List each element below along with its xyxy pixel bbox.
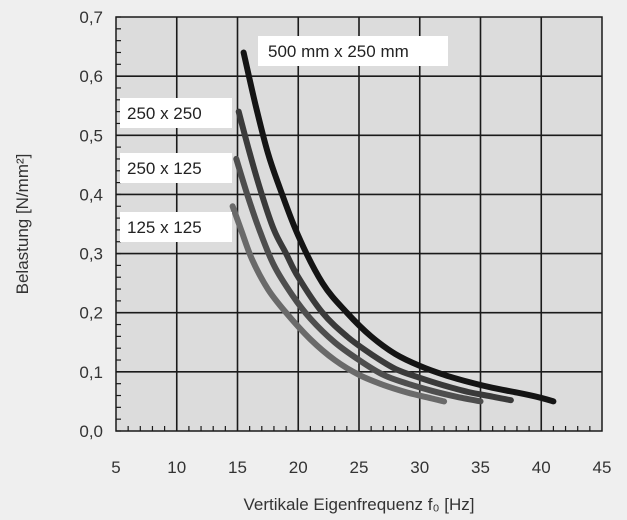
series-line-250x250	[235, 108, 514, 404]
y-tick-label: 0,3	[79, 245, 103, 264]
y-tick-label: 0,6	[79, 67, 103, 86]
series-line-250x125	[233, 155, 484, 405]
minor-ticks	[116, 16, 591, 432]
series-label-box-500x250	[258, 36, 448, 66]
series-label-250x125: 250 x 125	[127, 159, 202, 178]
series-curves	[229, 49, 557, 405]
x-tick-label: 5	[111, 458, 120, 477]
series-label-box-125x125	[120, 212, 232, 242]
x-tick-label: 30	[410, 458, 429, 477]
series-label-500x250: 500 mm x 250 mm	[268, 42, 409, 61]
x-tick-label: 40	[532, 458, 551, 477]
y-tick-labels: 0,0 0,1 0,2 0,3 0,4 0,5 0,6 0,7	[79, 8, 103, 441]
x-tick-labels: 5 10 15 20 25 30 35 40 45	[111, 458, 611, 477]
y-axis-title: Belastung [N/mm²]	[13, 154, 32, 295]
x-tick-label: 20	[289, 458, 308, 477]
y-tick-label: 0,4	[79, 185, 103, 204]
y-tick-label: 0,1	[79, 363, 103, 382]
y-tick-label: 0,0	[79, 422, 103, 441]
x-tick-label: 15	[228, 458, 247, 477]
x-tick-label: 10	[167, 458, 186, 477]
series-labels: 500 mm x 250 mm 250 x 250 250 x 125 125 …	[120, 36, 448, 242]
series-label-box-250x250	[120, 98, 232, 128]
x-tick-label: 35	[471, 458, 490, 477]
series-line-125x125	[229, 203, 448, 405]
series-line-500x250	[240, 49, 557, 405]
grid	[116, 17, 602, 431]
series-label-125x125: 125 x 125	[127, 218, 202, 237]
x-axis-title: Vertikale Eigenfrequenz f₀ [Hz]	[243, 495, 474, 514]
y-tick-label: 0,7	[79, 8, 103, 27]
y-tick-label: 0,2	[79, 304, 103, 323]
y-tick-label: 0,5	[79, 126, 103, 145]
series-label-250x250: 250 x 250	[127, 104, 202, 123]
x-tick-label: 45	[593, 458, 612, 477]
series-label-box-250x125	[120, 153, 232, 183]
x-tick-label: 25	[350, 458, 369, 477]
